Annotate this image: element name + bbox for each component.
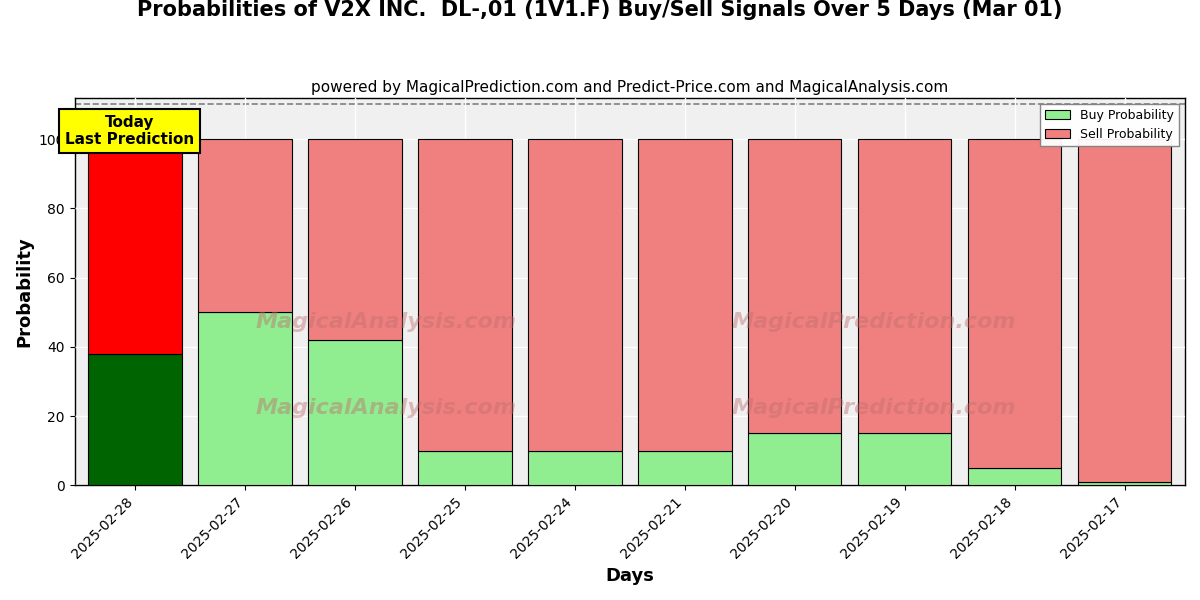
Text: Today
Last Prediction: Today Last Prediction xyxy=(65,115,194,147)
Bar xyxy=(308,340,402,485)
Text: MagicalPrediction.com: MagicalPrediction.com xyxy=(732,398,1016,418)
Bar xyxy=(308,139,402,340)
Bar xyxy=(419,139,511,451)
Bar xyxy=(968,468,1061,485)
Bar xyxy=(858,433,952,485)
Text: MagicalAnalysis.com: MagicalAnalysis.com xyxy=(256,398,516,418)
Text: MagicalAnalysis.com: MagicalAnalysis.com xyxy=(256,313,516,332)
Title: powered by MagicalPrediction.com and Predict-Price.com and MagicalAnalysis.com: powered by MagicalPrediction.com and Pre… xyxy=(311,80,948,95)
Text: Probabilities of V2X INC.  DL-,01 (1V1.F) Buy/Sell Signals Over 5 Days (Mar 01): Probabilities of V2X INC. DL-,01 (1V1.F)… xyxy=(137,0,1063,20)
Bar xyxy=(748,433,841,485)
Bar xyxy=(858,139,952,433)
Bar xyxy=(638,139,732,451)
Bar xyxy=(1078,139,1171,482)
Bar xyxy=(528,139,622,451)
Bar xyxy=(419,451,511,485)
Bar xyxy=(198,312,292,485)
Bar xyxy=(1078,482,1171,485)
Bar xyxy=(528,451,622,485)
Bar xyxy=(89,354,182,485)
Bar xyxy=(198,139,292,312)
Bar xyxy=(89,139,182,354)
Bar xyxy=(748,139,841,433)
Y-axis label: Probability: Probability xyxy=(16,236,34,347)
Bar xyxy=(638,451,732,485)
Text: MagicalPrediction.com: MagicalPrediction.com xyxy=(732,313,1016,332)
Legend: Buy Probability, Sell Probability: Buy Probability, Sell Probability xyxy=(1040,104,1178,146)
X-axis label: Days: Days xyxy=(605,567,654,585)
Bar xyxy=(968,139,1061,468)
